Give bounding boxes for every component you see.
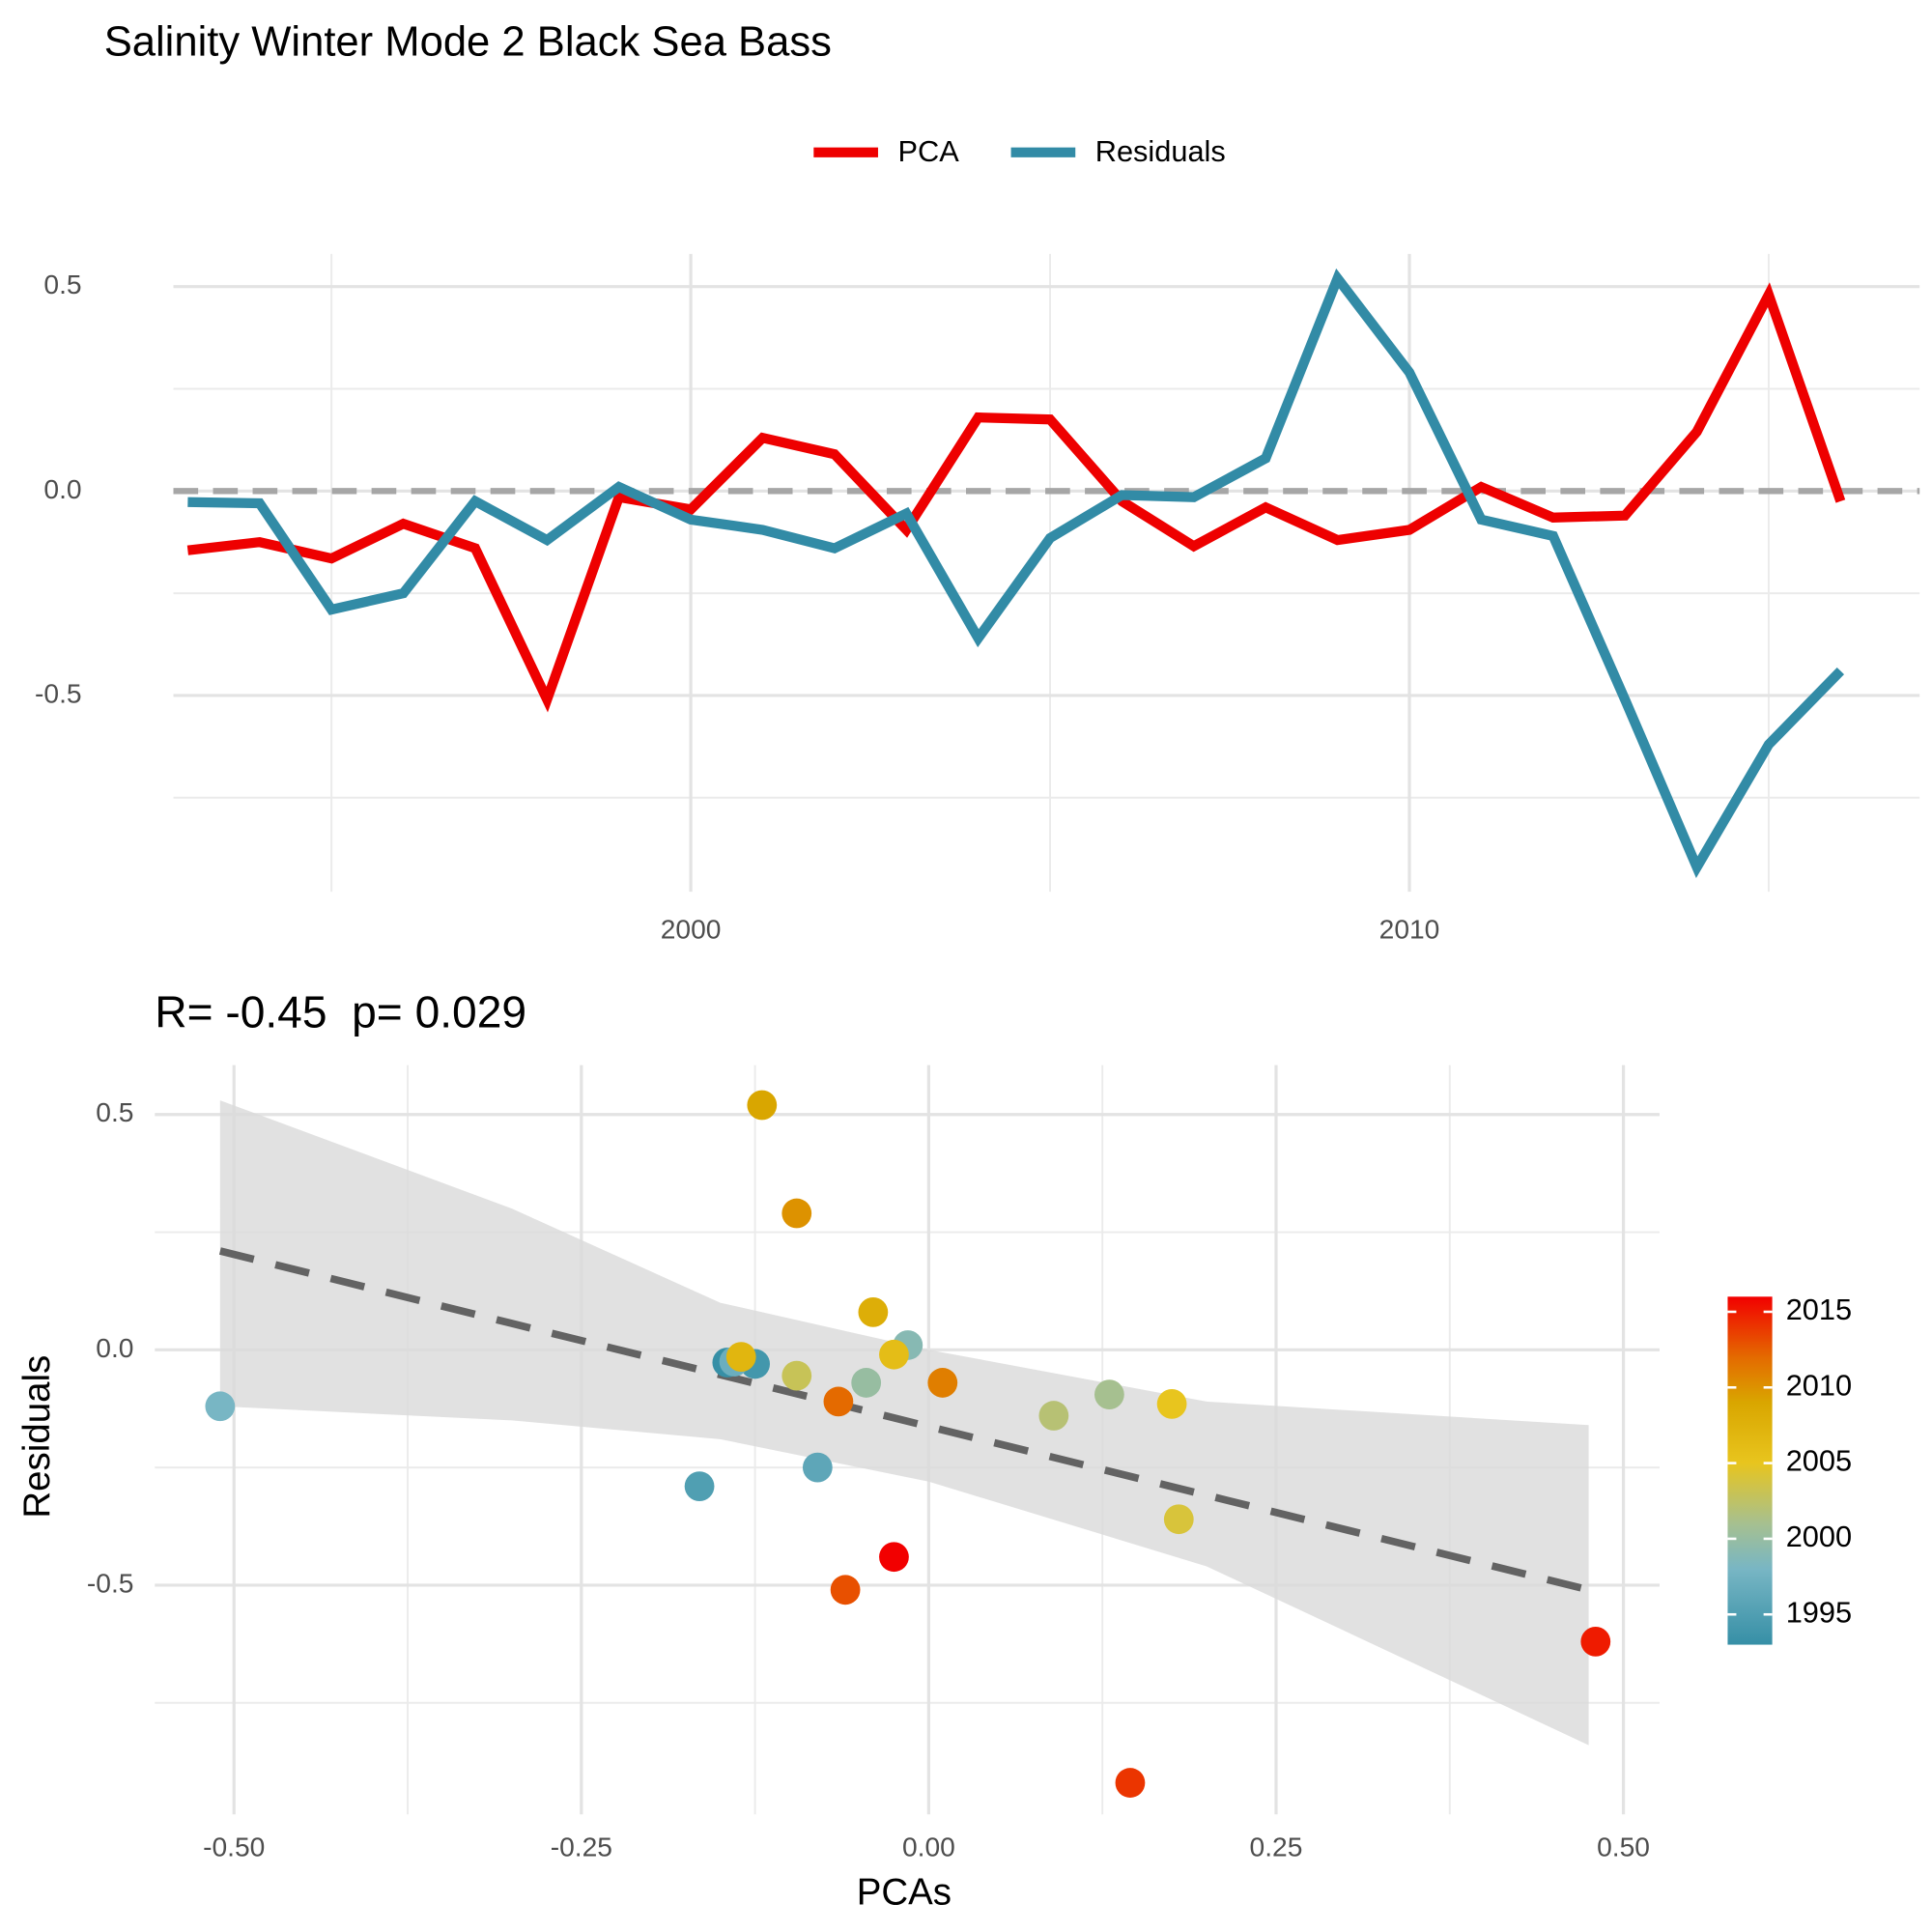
y-tick-label: 0.5 [96, 1096, 133, 1127]
y-tick-label: -0.5 [35, 677, 82, 708]
scatter-point [747, 1090, 778, 1121]
y-tick-label: -0.5 [87, 1567, 134, 1598]
y-tick-label: 0.0 [43, 473, 81, 504]
scatter-point [823, 1386, 854, 1417]
colorbar [1727, 1296, 1773, 1645]
scatter-title: R= -0.45 p= 0.029 [155, 986, 526, 1037]
colorbar-label: 2000 [1786, 1520, 1852, 1553]
scatter-point [1163, 1504, 1194, 1535]
y-axis-label: Residuals [16, 1355, 58, 1519]
scatter-point [1038, 1401, 1069, 1431]
colorbar-label: 2005 [1786, 1444, 1852, 1478]
scatter-point [858, 1296, 889, 1327]
colorbar-label: 2010 [1786, 1368, 1852, 1402]
fit-line [218, 1247, 1590, 1594]
x-tick-label: -0.25 [551, 1832, 612, 1862]
legend-label: Residuals [1095, 134, 1226, 168]
scatter-point [781, 1198, 812, 1229]
scatter-point [781, 1360, 812, 1391]
line-series [186, 282, 1846, 713]
scatter-point [684, 1471, 715, 1502]
scatter-point [1156, 1388, 1187, 1419]
scatter-point [879, 1542, 909, 1573]
legend-label: PCA [897, 134, 959, 168]
scatter-point [879, 1339, 909, 1370]
y-tick-label: 0.0 [96, 1332, 133, 1363]
x-tick-label: 0.50 [1597, 1832, 1650, 1862]
x-tick-label: 2000 [661, 914, 722, 945]
x-tick-label: 0.25 [1250, 1832, 1303, 1862]
scatter-point [830, 1575, 861, 1605]
scatter-point [725, 1342, 756, 1373]
scatter-point [802, 1452, 833, 1483]
scatter-point [1094, 1379, 1124, 1409]
x-tick-label: 0.00 [902, 1832, 955, 1862]
colorbar-label: 2015 [1786, 1293, 1852, 1326]
x-tick-label: -0.50 [203, 1832, 265, 1862]
scatter-point [927, 1368, 958, 1398]
line-series [187, 268, 1845, 879]
x-tick-label: 2010 [1379, 914, 1440, 945]
scatter-point [851, 1368, 882, 1398]
y-tick-label: 0.5 [43, 269, 81, 299]
chart-title: Salinity Winter Mode 2 Black Sea Bass [104, 19, 832, 66]
scatter-point [1115, 1768, 1146, 1798]
scatter-point [205, 1391, 236, 1422]
x-axis-label: PCAs [857, 1872, 952, 1914]
scatter-point [1580, 1627, 1611, 1657]
colorbar-label: 1995 [1786, 1595, 1852, 1629]
